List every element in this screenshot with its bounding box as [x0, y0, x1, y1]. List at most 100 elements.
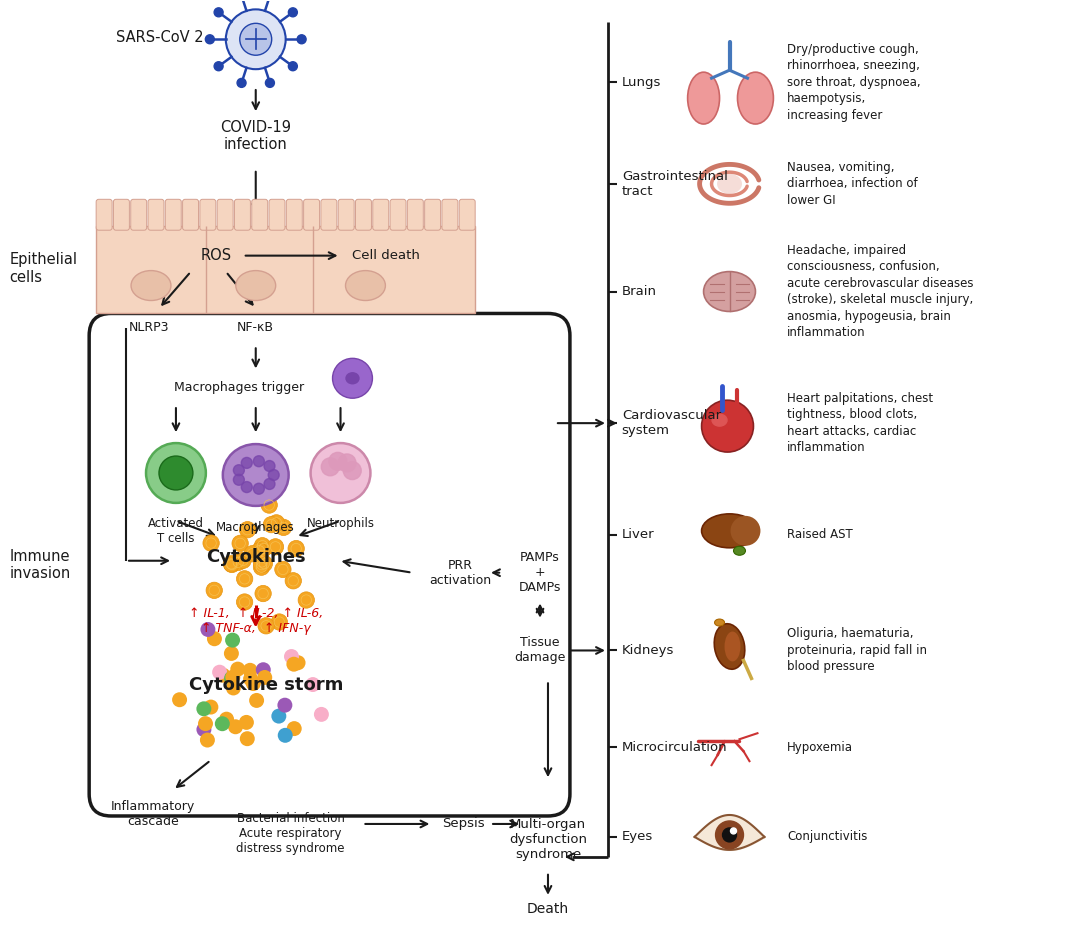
Circle shape [219, 712, 234, 727]
FancyBboxPatch shape [96, 199, 112, 230]
Text: Activated
T cells: Activated T cells [147, 517, 204, 545]
Circle shape [264, 478, 275, 489]
Text: Oliguria, haematuria,
proteinuria, rapid fall in
blood pressure: Oliguria, haematuria, proteinuria, rapid… [787, 627, 928, 673]
Text: Dry/productive cough,
rhinorrhoea, sneezing,
sore throat, dyspnoea,
haempotysis,: Dry/productive cough, rhinorrhoea, sneez… [787, 42, 921, 122]
Circle shape [159, 456, 193, 490]
Circle shape [333, 358, 373, 398]
Circle shape [271, 708, 286, 723]
Ellipse shape [714, 623, 745, 670]
Text: Raised AST: Raised AST [787, 528, 853, 541]
Circle shape [236, 594, 253, 610]
Circle shape [286, 656, 301, 671]
FancyBboxPatch shape [199, 199, 216, 230]
Circle shape [207, 631, 222, 646]
Circle shape [215, 61, 223, 71]
Text: Multi-organ
dysfunction
syndrome: Multi-organ dysfunction syndrome [509, 818, 586, 861]
Circle shape [723, 828, 736, 842]
Circle shape [198, 716, 212, 731]
Circle shape [314, 707, 328, 721]
FancyBboxPatch shape [165, 199, 181, 230]
FancyBboxPatch shape [286, 199, 302, 230]
Circle shape [235, 553, 251, 569]
Text: NF-κB: NF-κB [237, 322, 274, 335]
Ellipse shape [724, 632, 740, 661]
Circle shape [223, 556, 240, 572]
Circle shape [230, 554, 246, 571]
Circle shape [261, 497, 278, 513]
Text: ↑ IL-1,  ↑ IL-2, ↑ IL-6,
↑ TNF-α,  ↑ IFN-γ: ↑ IL-1, ↑ IL-2, ↑ IL-6, ↑ TNF-α, ↑ IFN-γ [189, 606, 323, 635]
Text: Hypoxemia: Hypoxemia [787, 740, 853, 753]
Text: Heart palpitations, chest
tightness, blood clots,
heart attacks, cardiac
inflamm: Heart palpitations, chest tightness, blo… [787, 392, 933, 455]
Text: Bacterial infection
Acute respiratory
distress syndrome: Bacterial infection Acute respiratory di… [236, 812, 345, 855]
Circle shape [297, 35, 306, 43]
Circle shape [288, 8, 297, 17]
Text: Cytokines: Cytokines [206, 548, 306, 566]
FancyBboxPatch shape [234, 199, 250, 230]
Ellipse shape [714, 619, 724, 626]
Text: Immune
invasion: Immune invasion [10, 549, 70, 581]
Text: Microcirculation: Microcirculation [622, 740, 727, 753]
Text: Eyes: Eyes [622, 831, 653, 843]
Circle shape [715, 821, 744, 849]
FancyBboxPatch shape [114, 199, 129, 230]
Text: SARS-CoV 2: SARS-CoV 2 [116, 30, 204, 44]
Circle shape [224, 646, 238, 661]
Circle shape [278, 698, 293, 713]
Text: PAMPs
+
DAMPs: PAMPs + DAMPs [519, 552, 562, 594]
Circle shape [701, 400, 753, 452]
Circle shape [212, 665, 228, 680]
Circle shape [244, 546, 260, 562]
FancyBboxPatch shape [149, 199, 164, 230]
Circle shape [278, 728, 293, 743]
Circle shape [237, 78, 246, 88]
Circle shape [196, 702, 211, 717]
Text: Inflammatory
cascade: Inflammatory cascade [111, 800, 195, 828]
FancyBboxPatch shape [390, 199, 406, 230]
Text: PRR
activation: PRR activation [429, 558, 491, 587]
Ellipse shape [737, 73, 773, 124]
FancyBboxPatch shape [338, 199, 354, 230]
Text: Macrophages trigger: Macrophages trigger [173, 381, 304, 394]
Ellipse shape [131, 271, 171, 301]
Text: Neutrophils: Neutrophils [307, 517, 374, 530]
Circle shape [243, 671, 258, 687]
Circle shape [287, 721, 301, 736]
Circle shape [205, 35, 215, 43]
Text: Cell death: Cell death [352, 249, 421, 262]
Text: Epithelial
cells: Epithelial cells [10, 253, 77, 285]
Ellipse shape [712, 414, 727, 426]
Circle shape [249, 693, 264, 708]
Circle shape [204, 700, 218, 715]
Circle shape [288, 540, 305, 556]
Circle shape [288, 61, 297, 71]
Text: Gastrointestinal
tract: Gastrointestinal tract [622, 170, 727, 198]
Circle shape [225, 670, 241, 685]
FancyBboxPatch shape [321, 199, 337, 230]
Circle shape [206, 582, 222, 599]
Circle shape [254, 556, 270, 572]
Circle shape [264, 460, 275, 472]
Circle shape [240, 521, 256, 538]
Circle shape [268, 470, 280, 481]
Circle shape [271, 614, 287, 630]
Circle shape [242, 457, 253, 469]
Circle shape [215, 717, 230, 731]
FancyBboxPatch shape [408, 199, 424, 230]
Circle shape [201, 622, 216, 637]
Circle shape [215, 8, 223, 17]
Text: Conjunctivitis: Conjunctivitis [787, 831, 868, 843]
Circle shape [266, 78, 274, 88]
Circle shape [284, 649, 299, 664]
Circle shape [203, 535, 219, 552]
Circle shape [285, 572, 301, 589]
FancyBboxPatch shape [442, 199, 457, 230]
Circle shape [236, 571, 253, 587]
Circle shape [256, 540, 272, 556]
FancyBboxPatch shape [304, 199, 320, 230]
Ellipse shape [223, 444, 288, 505]
Circle shape [257, 670, 272, 685]
Circle shape [243, 663, 258, 678]
Ellipse shape [701, 514, 758, 548]
Circle shape [225, 633, 240, 648]
Circle shape [731, 828, 736, 834]
